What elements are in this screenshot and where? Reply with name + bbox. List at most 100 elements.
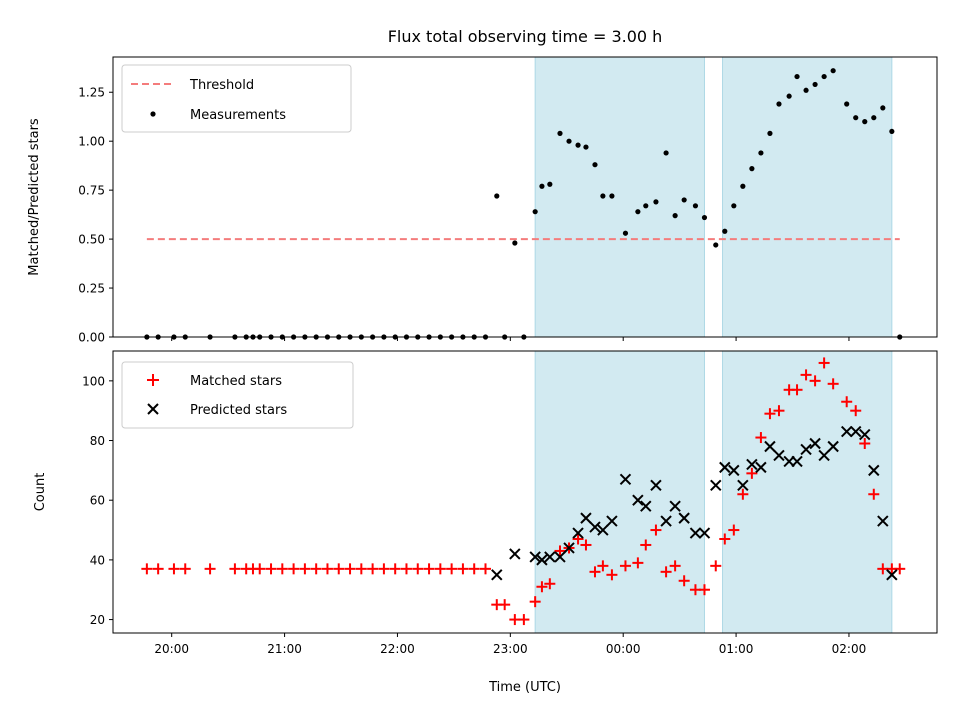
x-tick-label: 00:00 (606, 642, 641, 656)
measurement-point (821, 73, 827, 80)
measurement-point (532, 209, 538, 215)
predicted-star-point (589, 521, 601, 533)
p1-shaded-interval-0 (534, 350, 705, 634)
matched-star-point (894, 563, 906, 575)
measurement-point (609, 193, 615, 199)
predicted-star-point (800, 443, 812, 456)
predicted-star-point (640, 500, 652, 512)
matched-star-point (580, 539, 592, 551)
matched-star-point (791, 384, 803, 396)
predicted-star-point (597, 524, 609, 536)
measurement-point (880, 105, 886, 111)
matched-star-point (265, 563, 277, 575)
matched-star-point (619, 560, 631, 572)
matched-star-point (728, 524, 740, 536)
matched-star-point (229, 563, 241, 575)
measurement-point (889, 128, 895, 135)
predicted-star-point (859, 428, 871, 441)
matched-star-point (344, 563, 356, 575)
measurement-point (844, 101, 850, 107)
matched-star-point (678, 575, 690, 587)
matched-star-point (572, 533, 584, 545)
measurement-point (600, 193, 606, 199)
y-tick-label: 0.50 (78, 233, 105, 247)
matched-star-point (299, 563, 311, 575)
p0-legend-box (121, 64, 352, 133)
matched-star-point (321, 563, 333, 575)
predicted-star-point (491, 569, 503, 581)
p1-y-ticks: 20 40 60 80 100 (82, 374, 113, 627)
matched-star-point (400, 563, 412, 575)
p1-shaded-interval-1 (722, 350, 893, 634)
measurement-point (583, 144, 589, 150)
p1-legend-box (121, 361, 354, 429)
matched-star-point (640, 539, 652, 551)
p1-legend: Matched stars Predicted stars (121, 361, 354, 429)
x-tick-label: 22:00 (380, 642, 415, 656)
y-tick-label: 20 (90, 613, 105, 627)
matched-star-point (367, 563, 379, 575)
matched-star-point (755, 432, 767, 444)
measurement-point (663, 150, 669, 156)
x-tick-label: 20:00 (154, 642, 189, 656)
measurement-point (547, 181, 553, 187)
predicted-star-point (536, 554, 548, 566)
measurement-point (575, 142, 581, 148)
p1-y-axis-label: Count (33, 473, 48, 512)
predicted-star-point (509, 548, 521, 560)
y-tick-label: 100 (82, 374, 105, 388)
measurement-point (701, 214, 708, 221)
y-tick-label: 0.00 (78, 331, 105, 345)
predicted-star-point (710, 479, 722, 491)
predicted-star-point (737, 479, 749, 491)
matched-star-point (412, 563, 424, 575)
measurement-point (592, 162, 598, 168)
measurement-point (758, 150, 764, 156)
matched-star-point (152, 563, 164, 575)
measurement-point (871, 115, 877, 121)
y-tick-label: 1.00 (78, 135, 105, 149)
predicted-star-point (755, 461, 767, 474)
predicted-star-point (877, 515, 889, 527)
matched-star-point (333, 563, 345, 575)
measurement-point (812, 81, 818, 88)
predicted-star-point (619, 473, 632, 486)
predicted-star-point (773, 449, 785, 462)
matched-star-point (859, 438, 871, 450)
predicted-star-point (809, 437, 821, 450)
p0-x-ticks (171, 337, 850, 341)
matched-star-point (850, 405, 862, 417)
predicted-star-point (632, 494, 644, 506)
measurement-point (776, 101, 782, 107)
matched-star-point (606, 569, 618, 581)
matched-star-point (589, 566, 601, 578)
p0-legend-threshold-label: Threshold (189, 78, 254, 93)
measurement-point (722, 228, 728, 234)
matched-star-point (499, 599, 511, 611)
matched-star-point (841, 396, 853, 408)
measurement-point (713, 242, 719, 248)
measurement-point (749, 166, 755, 172)
measurement-point (740, 183, 746, 189)
predicted-star-point (698, 527, 711, 539)
matched-star-point (276, 563, 288, 575)
measurement-point (539, 183, 545, 189)
x-tick-label: 21:00 (267, 642, 302, 656)
y-tick-label: 1.25 (78, 86, 105, 100)
p1-legend-matched-label: Matched stars (190, 374, 282, 389)
matched-star-point (389, 563, 401, 575)
predicted-star-point (850, 425, 862, 438)
matched-star-point (254, 563, 266, 575)
predicted-star-point (746, 458, 758, 471)
predicted-star-point (868, 464, 880, 477)
p1-legend-predicted-swatch (147, 403, 159, 415)
predicted-star-point (554, 551, 566, 563)
measurement-point (692, 203, 699, 209)
y-tick-label: 40 (90, 553, 105, 567)
measurement-point (672, 213, 678, 219)
matched-star-point (698, 584, 710, 596)
predicted-star-point (719, 461, 731, 474)
matched-star-point (800, 369, 812, 381)
measurement-point (494, 193, 500, 199)
